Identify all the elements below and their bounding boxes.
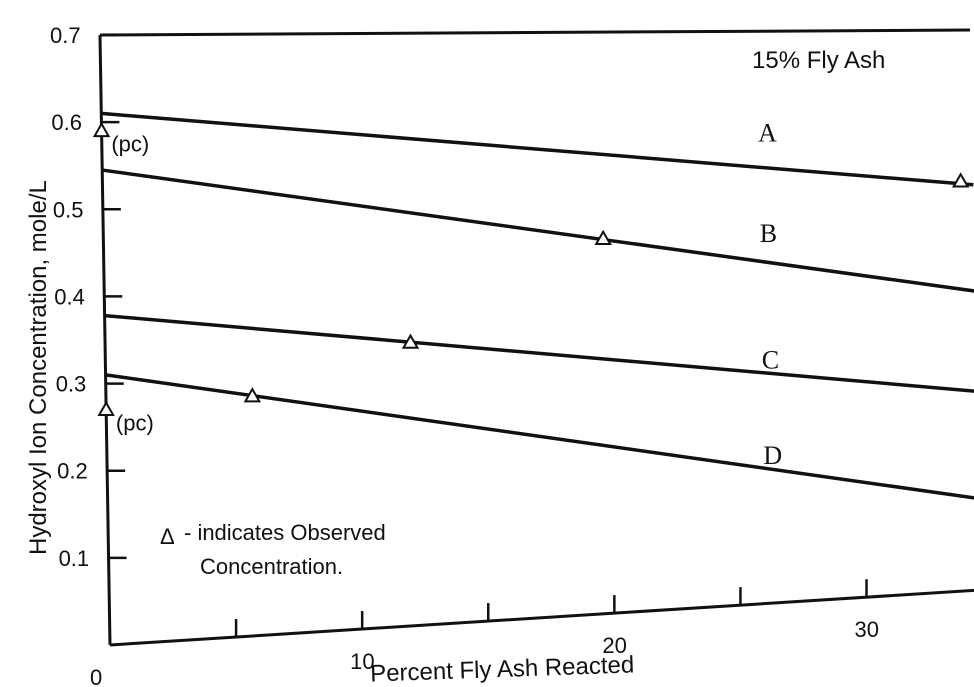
pc-annotation: (pc) — [116, 410, 154, 435]
legend-line-2: Concentration. — [200, 554, 343, 579]
series-label-a: A — [758, 119, 777, 148]
pc-annotation: (pc) — [111, 131, 149, 156]
legend: Δ - indicates Observed Concentration. — [160, 520, 386, 579]
observed-point-marker — [951, 172, 970, 188]
legend-line-1: - indicates Observed — [184, 520, 386, 545]
series-label-b: B — [760, 219, 777, 248]
x-axis-title: Percent Fly Ash Reacted — [370, 651, 635, 687]
x-axis-line — [109, 588, 974, 647]
series-line-c — [104, 313, 974, 393]
y-tick-label: 0.3 — [56, 372, 87, 397]
y-tick-label: 0.4 — [54, 284, 85, 309]
series-line-a — [101, 111, 974, 187]
observed-point-marker — [97, 400, 115, 416]
series-line-b — [101, 168, 974, 293]
y-tick-label: 0.1 — [59, 546, 90, 571]
x-tick-label: 0 — [90, 665, 102, 687]
observed-point-marker — [92, 121, 111, 138]
x-tick-label: 20 — [602, 633, 626, 658]
series-lines — [101, 111, 974, 500]
x-tick-label: 10 — [350, 649, 374, 674]
observed-markers — [92, 121, 970, 416]
observed-point-marker — [594, 229, 612, 245]
y-axis-title: Hydroxyl Ion Concentration, mole/L — [25, 180, 52, 555]
series-line-d — [105, 373, 974, 500]
y-tick-label: 0.2 — [57, 459, 88, 484]
top-frame-line — [99, 28, 971, 37]
observed-point-marker — [243, 387, 262, 403]
y-tick-label: 0.6 — [51, 110, 82, 135]
observed-point-marker — [401, 333, 420, 349]
x-tick-label: 30 — [855, 617, 879, 642]
ticks: 0.1 0.2 0.3 0.4 0.5 0.6 0.7 0 10 20 30 — [50, 23, 879, 687]
legend-marker-icon: Δ — [160, 524, 175, 549]
axes — [98, 28, 974, 647]
y-tick-label: 0.5 — [53, 197, 84, 222]
chart-title: 15% Fly Ash — [752, 47, 885, 74]
labels: A B C D (pc) (pc) — [111, 119, 782, 470]
series-label-d: D — [763, 441, 782, 470]
y-tick-label: 0.7 — [50, 23, 81, 48]
series-label-c: C — [762, 345, 779, 374]
